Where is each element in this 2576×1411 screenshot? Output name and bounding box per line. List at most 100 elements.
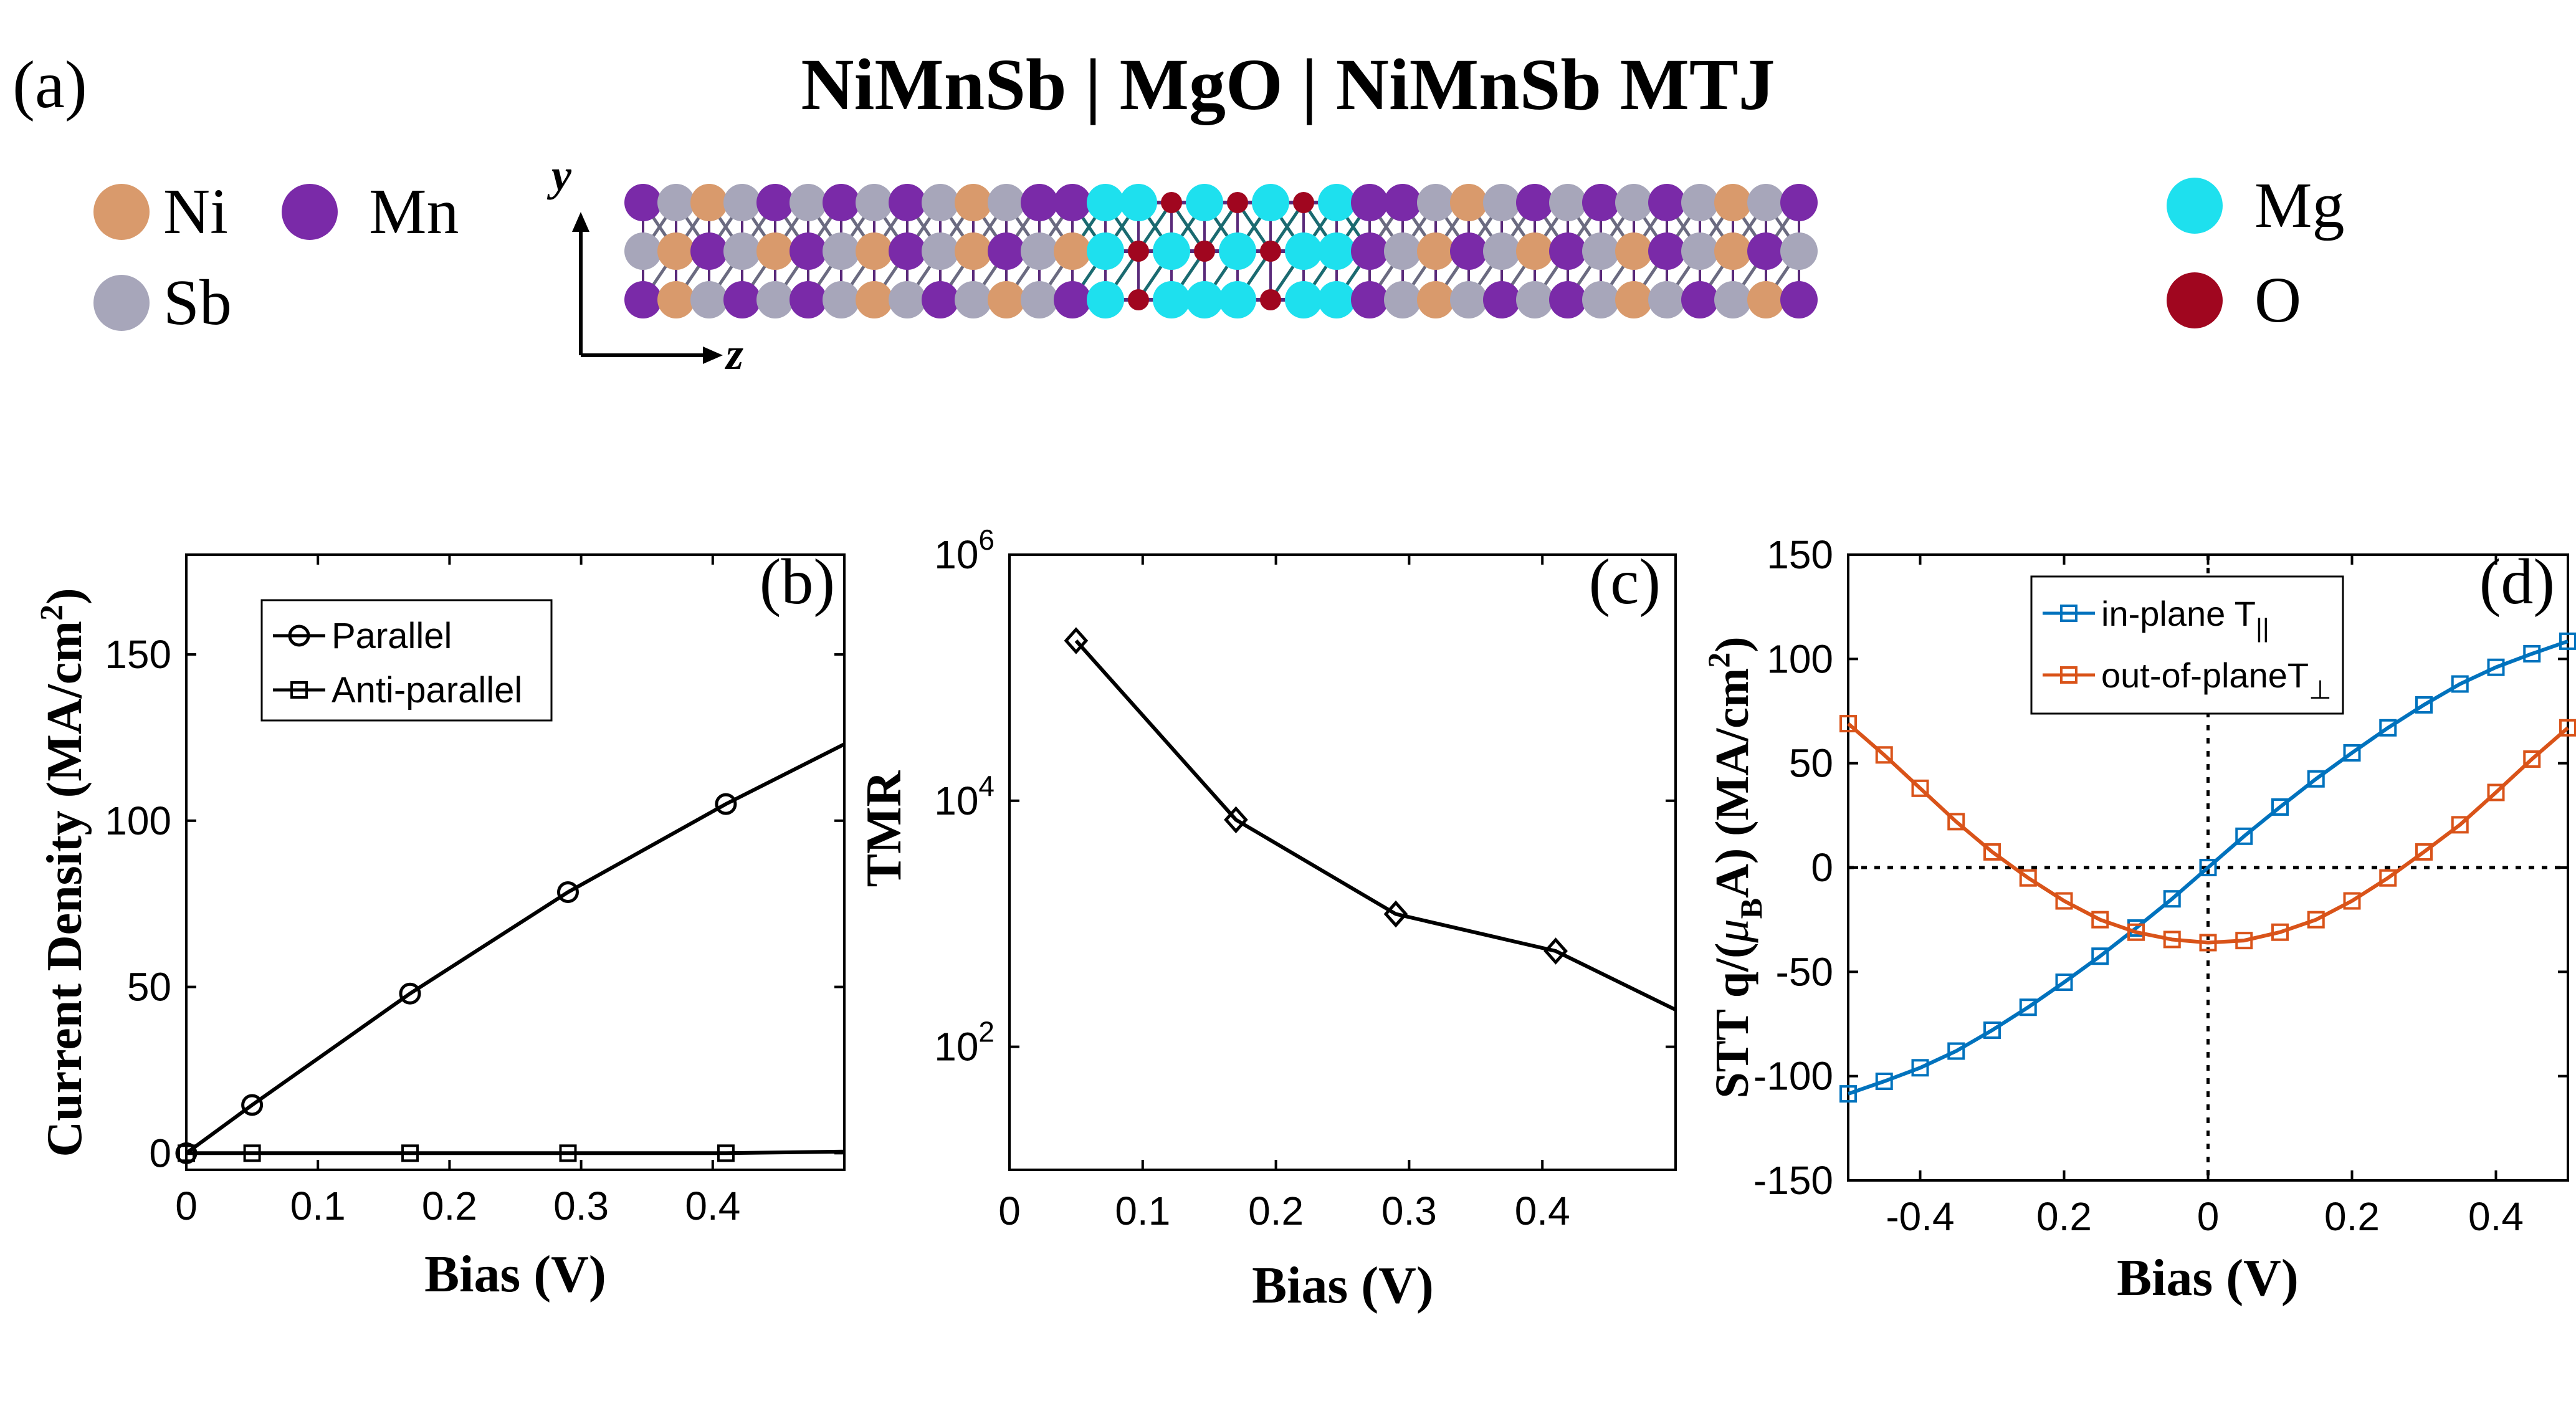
legend-label-ni: Ni: [163, 176, 228, 247]
panel-b-chart: 0 0.1 0.2 0.3 0.4 0 50 100 150 (b) Parallel Anti…: [34, 546, 846, 1303]
data-point: [2523, 750, 2541, 768]
data-point: [1983, 1021, 2001, 1040]
figure-title: NiMnSb | MgO | NiMnSb MTJ: [801, 44, 1775, 125]
legend-swatch-sb: [93, 275, 150, 331]
x-tick-label: 0.1: [290, 1184, 346, 1228]
atom-mg: [1153, 281, 1190, 318]
x-tick-label: 0.2: [422, 1184, 477, 1228]
legend: in-plane T|| out-of-planeT⊥: [2030, 575, 2344, 715]
panel-b-label: (b): [760, 546, 835, 618]
legend-marker-circle: [288, 624, 310, 647]
atom-ni: [955, 232, 992, 270]
data-point: [2271, 923, 2289, 941]
data-point: [1839, 715, 1857, 733]
atom-mn: [1384, 184, 1421, 221]
x-tick-label: 0: [175, 1184, 198, 1228]
panel-d-label: (d): [2479, 546, 2555, 618]
atom-mn: [789, 281, 827, 318]
atom-mn: [1021, 184, 1058, 221]
atom-mn: [789, 232, 827, 270]
data-point: [2379, 869, 2397, 887]
atom-ni: [955, 184, 992, 221]
x-tick-label: 0.2: [2036, 1194, 2092, 1239]
data-point: [717, 1144, 735, 1162]
series-line: [1847, 722, 2569, 945]
legend-label-o: O: [2254, 264, 2301, 336]
atom-sb: [1384, 232, 1421, 270]
atom-mn: [1450, 232, 1487, 270]
y-tick-label: 0: [149, 1131, 171, 1175]
atom-mn: [889, 184, 926, 221]
legend-label-mn: Mn: [369, 176, 459, 247]
atom-mn: [1351, 184, 1388, 221]
legend-swatch-mn: [282, 184, 338, 240]
atom-mg: [1318, 281, 1355, 318]
series-line: [185, 742, 846, 1155]
data-point: [399, 982, 421, 1005]
data-point: [1839, 1085, 1857, 1103]
atom-ni: [690, 184, 728, 221]
data-point: [2451, 675, 2469, 693]
x-tick-label: 0: [2197, 1194, 2220, 1239]
atom-ni: [1417, 281, 1454, 318]
data-point: [2271, 798, 2289, 816]
data-point: [2019, 998, 2037, 1016]
y-tick-label: 150: [1767, 532, 1833, 577]
atom-mg: [1318, 184, 1355, 221]
atom-sb: [690, 281, 728, 318]
data-point: [1983, 843, 2001, 861]
atom-mn: [756, 184, 794, 221]
x-axis-label: Bias (V): [424, 1245, 606, 1303]
atom-ni: [1714, 184, 1752, 221]
atom-ni: [756, 232, 794, 270]
atom-mn: [922, 281, 959, 318]
series-line: [186, 1149, 845, 1155]
atom-sb: [1021, 232, 1058, 270]
x-axis-label: Bias (V): [2117, 1249, 2299, 1307]
crystal-structure: [624, 184, 1818, 318]
atom-mg: [1252, 184, 1289, 221]
atom-mg: [1087, 281, 1124, 318]
data-point: [1947, 813, 1965, 831]
atom-ni: [657, 281, 695, 318]
legend-label-in-plane: in-plane T||: [2101, 594, 2269, 643]
legend-label-sb: Sb: [163, 267, 232, 338]
y-tick-label: 104: [934, 770, 995, 823]
data-point: [2235, 827, 2253, 845]
atom-sb: [1483, 232, 1520, 270]
data-point: [401, 1144, 419, 1162]
atom-mn: [1054, 184, 1091, 221]
panel-a-label: (a): [12, 48, 87, 122]
data-point: [2163, 890, 2181, 908]
atom-ni: [1516, 232, 1553, 270]
atom-sb: [1516, 281, 1553, 318]
data-point: [1911, 1059, 1929, 1077]
x-tick-label: 0.4: [685, 1184, 740, 1228]
atom-sb: [1483, 184, 1520, 221]
atom-sb: [1582, 232, 1620, 270]
data-point: [2415, 696, 2433, 714]
y-tick-label: -50: [1776, 949, 1834, 994]
data-point: [178, 1144, 195, 1162]
atom-mg: [1285, 232, 1322, 270]
data-point: [1875, 746, 1893, 764]
data-point: [2127, 923, 2145, 941]
atom-sb: [1549, 184, 1586, 221]
y-axis-label: Current Density (MA/cm2): [34, 588, 92, 1157]
atom-mn: [1747, 232, 1785, 270]
atom-ni: [1714, 232, 1752, 270]
atom-mn: [1780, 281, 1818, 318]
x-tick-label: 0.1: [1115, 1189, 1170, 1233]
atom-sb: [1384, 281, 1421, 318]
legend-label-anti-parallel: Anti-parallel: [332, 670, 522, 710]
atom-o: [1260, 241, 1281, 262]
legend-marker-square: [2060, 605, 2077, 622]
atom-mn: [1780, 184, 1818, 221]
atom-sb: [1021, 281, 1058, 318]
data-point: [2019, 869, 2037, 887]
data-point: [2415, 843, 2433, 861]
x-tick-label: 0: [998, 1189, 1021, 1233]
atom-sb: [756, 281, 794, 318]
axes-frame: [1008, 553, 1677, 1171]
